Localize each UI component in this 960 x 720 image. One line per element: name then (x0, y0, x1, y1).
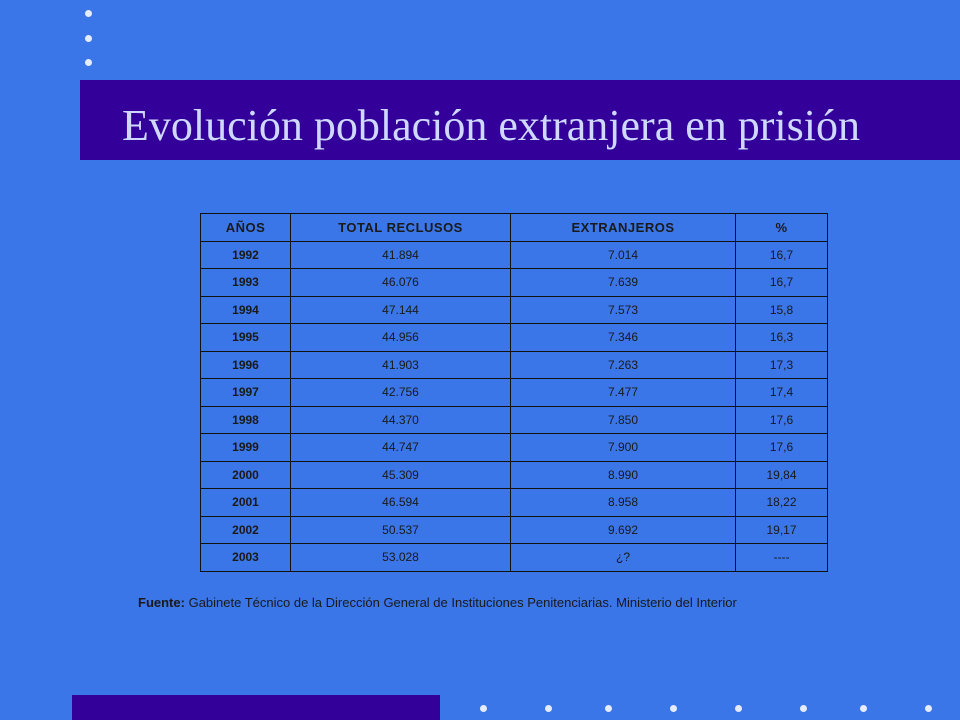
year-cell: 1994 (200, 295, 291, 324)
dot-icon (480, 705, 487, 712)
table-header-row: AÑOS TOTAL RECLUSOS EXTRANJEROS% (200, 213, 828, 242)
year-cell: 1997 (200, 378, 291, 407)
total-cell: 53.028 (290, 543, 511, 572)
total-cell: 47.144 (290, 295, 511, 324)
percent-cell: 17,6 (735, 405, 828, 434)
table-row: 2002 50.537 9.692 19,17 (200, 515, 828, 544)
table-row: 1997 42.756 7.477 17,4 (200, 378, 828, 407)
foreign-cell: 7.263 (510, 350, 736, 379)
foreign-cell: 7.477 (510, 378, 736, 407)
total-cell: 44.370 (290, 405, 511, 434)
source-text: Gabinete Técnico de la Dirección General… (188, 595, 737, 610)
slide-title: Evolución población extranjera en prisió… (122, 101, 860, 150)
prison-population-table: AÑOS TOTAL RECLUSOS EXTRANJEROS% 1992 41.894… (200, 213, 828, 572)
dot-icon (735, 705, 742, 712)
dot-icon (670, 705, 677, 712)
column-header: AÑOS (200, 213, 291, 242)
table-row: 2003 53.028 ¿? ---- (200, 543, 828, 572)
year-cell: 1995 (200, 323, 291, 352)
foreign-cell: 7.850 (510, 405, 736, 434)
percent-cell: 17,6 (735, 433, 828, 462)
table-row: 1999 44.747 7.900 17,6 (200, 433, 828, 462)
percent-cell: 19,84 (735, 460, 828, 489)
foreign-cell: 7.573 (510, 295, 736, 324)
year-cell: 1998 (200, 405, 291, 434)
percent-cell: 16,7 (735, 268, 828, 297)
total-cell: 50.537 (290, 515, 511, 544)
table-row: 1998 44.370 7.850 17,6 (200, 405, 828, 434)
year-cell: 1999 (200, 433, 291, 462)
source-note: Fuente: Gabinete Técnico de la Dirección… (138, 594, 838, 612)
foreign-cell: 7.014 (510, 240, 736, 269)
dot-icon (800, 705, 807, 712)
column-header: TOTAL RECLUSOS (290, 213, 511, 242)
dot-icon (85, 59, 92, 66)
table-row: 2000 45.309 8.990 19,84 (200, 460, 828, 489)
foreign-cell: 8.958 (510, 488, 736, 517)
percent-cell: 18,22 (735, 488, 828, 517)
total-cell: 46.594 (290, 488, 511, 517)
percent-cell: 19,17 (735, 515, 828, 544)
percent-cell: 17,4 (735, 378, 828, 407)
table-row: 1994 47.144 7.573 15,8 (200, 295, 828, 324)
dot-icon (85, 10, 92, 17)
dot-icon (85, 35, 92, 42)
total-cell: 41.903 (290, 350, 511, 379)
total-cell: 45.309 (290, 460, 511, 489)
table-row: 1993 46.076 7.639 16,7 (200, 268, 828, 297)
foreign-cell: ¿? (510, 543, 736, 572)
year-cell: 1992 (200, 240, 291, 269)
foreign-cell: 9.692 (510, 515, 736, 544)
dot-icon (860, 705, 867, 712)
total-cell: 46.076 (290, 268, 511, 297)
foreign-cell: 7.639 (510, 268, 736, 297)
title-bar: Evolución población extranjera en prisió… (80, 80, 960, 160)
year-cell: 2001 (200, 488, 291, 517)
percent-cell: 15,8 (735, 295, 828, 324)
total-cell: 41.894 (290, 240, 511, 269)
table-row: 1995 44.956 7.346 16,3 (200, 323, 828, 352)
total-cell: 44.956 (290, 323, 511, 352)
foreign-cell: 7.346 (510, 323, 736, 352)
year-cell: 2000 (200, 460, 291, 489)
year-cell: 1993 (200, 268, 291, 297)
column-header: % (735, 213, 828, 242)
total-cell: 42.756 (290, 378, 511, 407)
table-row: 2001 46.594 8.958 18,22 (200, 488, 828, 517)
dot-icon (605, 705, 612, 712)
percent-cell: ---- (735, 543, 828, 572)
table-row: 1996 41.903 7.263 17,3 (200, 350, 828, 379)
dot-icon (545, 705, 552, 712)
year-cell: 2002 (200, 515, 291, 544)
table-row: 1992 41.894 7.014 16,7 (200, 240, 828, 269)
percent-cell: 16,3 (735, 323, 828, 352)
dot-icon (925, 705, 932, 712)
foreign-cell: 7.900 (510, 433, 736, 462)
year-cell: 2003 (200, 543, 291, 572)
total-cell: 44.747 (290, 433, 511, 462)
bottom-bar (72, 695, 440, 720)
year-cell: 1996 (200, 350, 291, 379)
percent-cell: 17,3 (735, 350, 828, 379)
column-header: EXTRANJEROS (510, 213, 736, 242)
percent-cell: 16,7 (735, 240, 828, 269)
foreign-cell: 8.990 (510, 460, 736, 489)
source-label: Fuente: (138, 595, 185, 610)
